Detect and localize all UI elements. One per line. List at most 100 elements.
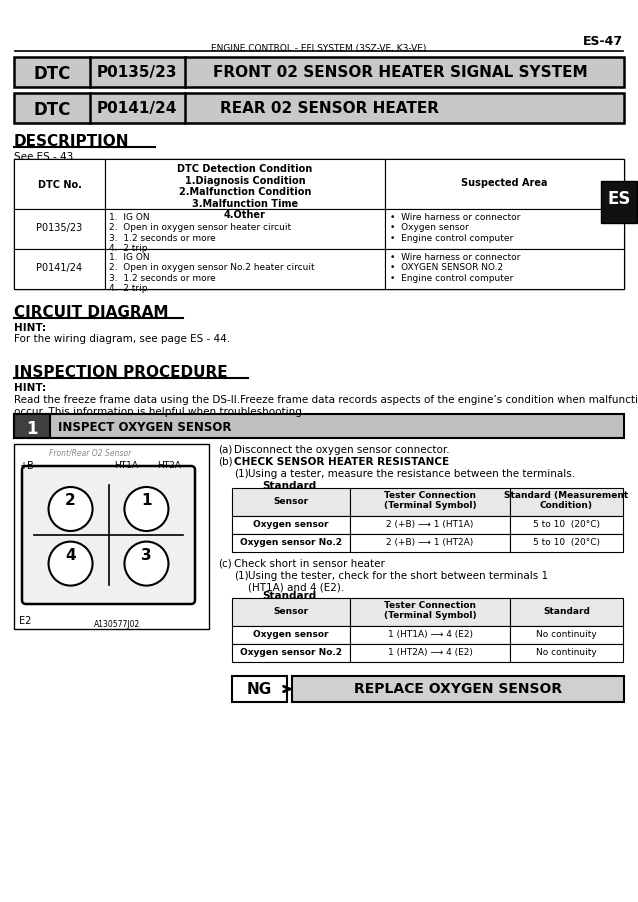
Text: 1: 1 bbox=[141, 492, 152, 508]
Text: No continuity: No continuity bbox=[536, 648, 597, 657]
Text: DTC: DTC bbox=[33, 65, 71, 83]
Text: Standard: Standard bbox=[262, 590, 316, 601]
Bar bbox=[14, 210, 105, 250]
Text: 1.  IG ON
2.  Open in oxygen sensor No.2 heater circuit
3.  1.2 seconds or more
: 1. IG ON 2. Open in oxygen sensor No.2 h… bbox=[109, 253, 315, 293]
Text: 3: 3 bbox=[141, 547, 152, 562]
Text: 2 (+B) ⟶ 1 (HT1A): 2 (+B) ⟶ 1 (HT1A) bbox=[387, 520, 473, 529]
Bar bbox=[232, 676, 287, 703]
Bar bbox=[232, 489, 350, 517]
Text: Oxygen sensor No.2: Oxygen sensor No.2 bbox=[240, 538, 342, 547]
Text: CIRCUIT DIAGRAM: CIRCUIT DIAGRAM bbox=[14, 305, 168, 319]
Text: FRONT 02 SENSOR HEATER SIGNAL SYSTEM: FRONT 02 SENSOR HEATER SIGNAL SYSTEM bbox=[212, 65, 588, 80]
Text: Suspected Area: Suspected Area bbox=[461, 178, 548, 188]
Text: (1): (1) bbox=[234, 468, 249, 478]
Text: For the wiring diagram, see page ES - 44.: For the wiring diagram, see page ES - 44… bbox=[14, 334, 230, 344]
Bar bbox=[510, 644, 623, 662]
Text: 4: 4 bbox=[65, 547, 76, 562]
Bar bbox=[232, 534, 350, 552]
Bar bbox=[14, 160, 105, 210]
Text: ES: ES bbox=[607, 189, 631, 207]
Text: NG: NG bbox=[246, 681, 272, 696]
Bar bbox=[14, 250, 105, 290]
Bar bbox=[14, 415, 50, 438]
Bar bbox=[232, 517, 350, 534]
Text: INSPECT OXYGEN SENSOR: INSPECT OXYGEN SENSOR bbox=[58, 420, 232, 434]
Bar bbox=[292, 676, 624, 703]
Text: Tester Connection
(Terminal Symbol): Tester Connection (Terminal Symbol) bbox=[383, 491, 477, 510]
Text: Sensor: Sensor bbox=[274, 496, 309, 505]
Circle shape bbox=[48, 542, 93, 586]
Bar bbox=[14, 58, 624, 87]
Bar bbox=[510, 534, 623, 552]
Circle shape bbox=[124, 542, 168, 586]
Bar bbox=[14, 415, 624, 438]
Text: Front/Rear O2 Sensor: Front/Rear O2 Sensor bbox=[49, 448, 131, 457]
Text: •  Wire harness or connector
•  OXYGEN SENSOR NO.2
•  Engine control computer: • Wire harness or connector • OXYGEN SEN… bbox=[390, 253, 521, 282]
Circle shape bbox=[48, 487, 93, 531]
Text: Standard (Measurement
Condition): Standard (Measurement Condition) bbox=[505, 491, 628, 510]
Text: 2: 2 bbox=[65, 492, 76, 508]
Text: Disconnect the oxygen sensor connector.: Disconnect the oxygen sensor connector. bbox=[234, 445, 450, 455]
Text: (a): (a) bbox=[218, 445, 232, 455]
Bar bbox=[601, 182, 637, 224]
Bar bbox=[14, 160, 624, 290]
Text: DTC: DTC bbox=[33, 101, 71, 119]
Text: E2: E2 bbox=[19, 615, 31, 625]
Text: P0141/24: P0141/24 bbox=[36, 262, 82, 272]
Text: ENGINE CONTROL - EFI SYSTEM (3SZ-VE, K3-VE): ENGINE CONTROL - EFI SYSTEM (3SZ-VE, K3-… bbox=[211, 44, 427, 53]
Text: (b): (b) bbox=[218, 456, 233, 466]
Text: Standard: Standard bbox=[262, 481, 316, 491]
Bar bbox=[510, 489, 623, 517]
Bar bbox=[105, 160, 385, 210]
Bar bbox=[510, 598, 623, 626]
Text: DTC Detection Condition
1.Diagnosis Condition
2.Malfunction Condition
3.Malfunct: DTC Detection Condition 1.Diagnosis Cond… bbox=[177, 164, 313, 220]
Text: 1: 1 bbox=[26, 419, 38, 437]
Bar bbox=[350, 517, 510, 534]
Text: HT1A: HT1A bbox=[114, 461, 138, 469]
Text: Standard: Standard bbox=[543, 606, 590, 615]
Text: 1 (HT1A) ⟶ 4 (E2): 1 (HT1A) ⟶ 4 (E2) bbox=[387, 630, 473, 639]
Text: Sensor: Sensor bbox=[274, 606, 309, 615]
Bar bbox=[14, 94, 624, 124]
Text: +B: +B bbox=[19, 461, 34, 471]
Text: (c): (c) bbox=[218, 558, 232, 568]
Text: Oxygen sensor: Oxygen sensor bbox=[253, 520, 329, 529]
Text: DESCRIPTION: DESCRIPTION bbox=[14, 133, 130, 149]
Text: CHECK SENSOR HEATER RESISTANCE: CHECK SENSOR HEATER RESISTANCE bbox=[234, 456, 449, 466]
Text: HINT:: HINT: bbox=[14, 323, 46, 333]
Bar bbox=[232, 598, 350, 626]
Text: 1.  IG ON
2.  Open in oxygen sensor heater circuit
3.  1.2 seconds or more
4.  2: 1. IG ON 2. Open in oxygen sensor heater… bbox=[109, 213, 291, 253]
Text: REPLACE OXYGEN SENSOR: REPLACE OXYGEN SENSOR bbox=[354, 681, 562, 695]
Text: •  Wire harness or connector
•  Oxygen sensor
•  Engine control computer: • Wire harness or connector • Oxygen sen… bbox=[390, 213, 521, 243]
Bar bbox=[350, 598, 510, 626]
Text: HINT:: HINT: bbox=[14, 382, 46, 392]
Bar bbox=[105, 210, 385, 250]
Bar bbox=[350, 489, 510, 517]
Text: A130577J02: A130577J02 bbox=[94, 620, 140, 629]
Text: 2 (+B) ⟶ 1 (HT2A): 2 (+B) ⟶ 1 (HT2A) bbox=[387, 538, 473, 547]
Text: Oxygen sensor No.2: Oxygen sensor No.2 bbox=[240, 648, 342, 657]
Bar bbox=[385, 250, 624, 290]
Bar bbox=[350, 644, 510, 662]
Text: Tester Connection
(Terminal Symbol): Tester Connection (Terminal Symbol) bbox=[383, 601, 477, 620]
Text: Oxygen sensor: Oxygen sensor bbox=[253, 630, 329, 639]
Text: P0141/24: P0141/24 bbox=[97, 101, 177, 115]
Text: 5 to 10  (20°C): 5 to 10 (20°C) bbox=[533, 520, 600, 529]
Bar bbox=[510, 517, 623, 534]
Text: (1): (1) bbox=[234, 570, 249, 580]
Bar bbox=[232, 644, 350, 662]
Text: Using the tester, check for the short between terminals 1
(HT1A) and 4 (E2).: Using the tester, check for the short be… bbox=[248, 570, 548, 592]
Bar bbox=[385, 160, 624, 210]
Bar bbox=[385, 210, 624, 250]
Text: Read the freeze frame data using the DS-II.Freeze frame data records aspects of : Read the freeze frame data using the DS-… bbox=[14, 394, 638, 416]
Text: 1 (HT2A) ⟶ 4 (E2): 1 (HT2A) ⟶ 4 (E2) bbox=[387, 648, 472, 657]
Text: ES-47: ES-47 bbox=[583, 35, 623, 48]
Text: REAR 02 SENSOR HEATER: REAR 02 SENSOR HEATER bbox=[221, 101, 440, 115]
Text: INSPECTION PROCEDURE: INSPECTION PROCEDURE bbox=[14, 364, 228, 380]
Text: P0135/23: P0135/23 bbox=[97, 65, 177, 80]
Text: 5 to 10  (20°C): 5 to 10 (20°C) bbox=[533, 538, 600, 547]
Text: No continuity: No continuity bbox=[536, 630, 597, 639]
Bar bbox=[14, 445, 209, 630]
Text: P0135/23: P0135/23 bbox=[36, 223, 83, 233]
Text: Check short in sensor heater: Check short in sensor heater bbox=[234, 558, 385, 568]
